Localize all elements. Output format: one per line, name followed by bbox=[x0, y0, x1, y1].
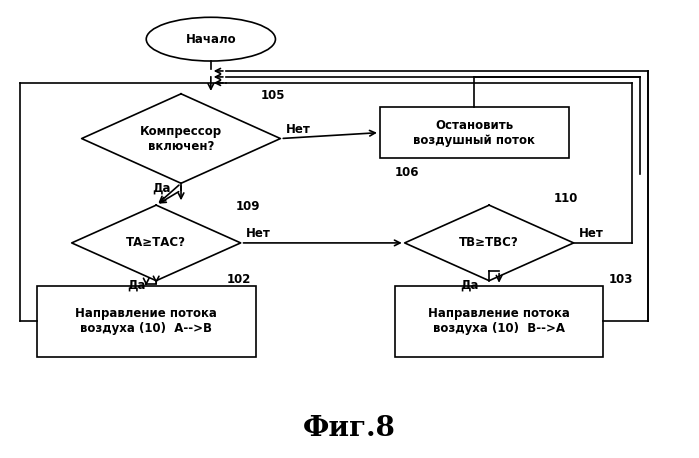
Bar bbox=[380, 107, 569, 158]
Ellipse shape bbox=[146, 17, 275, 61]
Text: Да: Да bbox=[128, 278, 146, 292]
Text: ТВ≥ТВС?: ТВ≥ТВС? bbox=[459, 236, 519, 250]
Text: Нет: Нет bbox=[285, 123, 310, 136]
Text: 105: 105 bbox=[261, 89, 285, 102]
Text: Направление потока
воздуха (10)  А-->В: Направление потока воздуха (10) А-->В bbox=[75, 307, 217, 335]
Text: 110: 110 bbox=[554, 192, 578, 205]
Text: Нет: Нет bbox=[579, 227, 603, 240]
Text: Направление потока
воздуха (10)  В-->А: Направление потока воздуха (10) В-->А bbox=[428, 307, 570, 335]
Bar bbox=[37, 286, 256, 357]
Text: 109: 109 bbox=[236, 200, 260, 213]
Text: Компрессор
включен?: Компрессор включен? bbox=[140, 125, 222, 153]
Text: Фиг.8: Фиг.8 bbox=[303, 415, 396, 442]
Text: 103: 103 bbox=[608, 273, 633, 286]
Text: Нет: Нет bbox=[245, 227, 271, 240]
Text: 106: 106 bbox=[395, 166, 419, 180]
Text: Да: Да bbox=[152, 181, 171, 194]
Text: 102: 102 bbox=[226, 273, 251, 286]
Text: Да: Да bbox=[461, 278, 480, 292]
Text: ТА≥ТАС?: ТА≥ТАС? bbox=[127, 236, 186, 250]
Text: Начало: Начало bbox=[185, 33, 236, 46]
Text: Остановить
воздушный поток: Остановить воздушный поток bbox=[413, 119, 535, 147]
Bar bbox=[395, 286, 603, 357]
